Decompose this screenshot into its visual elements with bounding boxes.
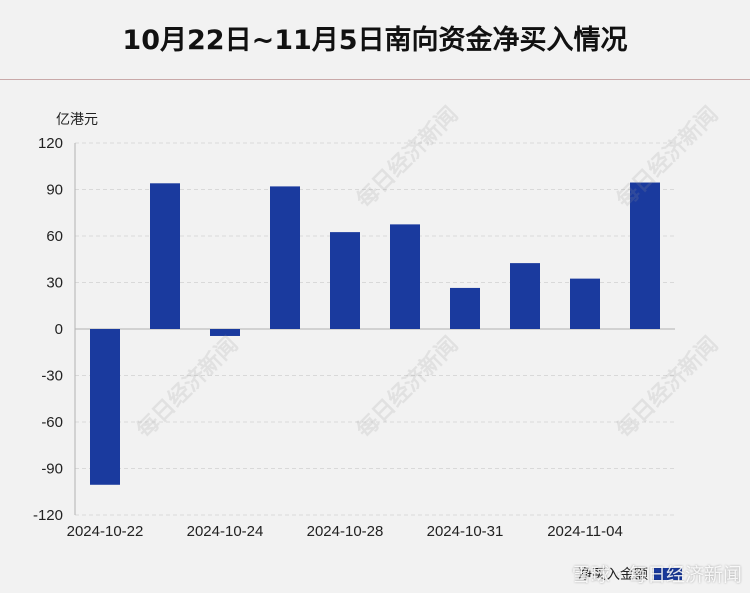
y-tick-label: -120 xyxy=(33,507,63,524)
y-tick-label: -60 xyxy=(41,414,63,431)
legend: 净买入金额 xyxy=(578,564,682,584)
bar xyxy=(390,224,420,329)
y-axis-label: 亿港元 xyxy=(56,112,98,128)
bar xyxy=(510,263,540,329)
y-tick-label: 120 xyxy=(38,135,63,152)
y-tick-label: 30 xyxy=(46,275,63,292)
x-tick-label: 2024-10-28 xyxy=(307,523,384,540)
y-tick-label: -30 xyxy=(41,368,63,385)
bar xyxy=(570,278,600,329)
y-tick-label: 90 xyxy=(46,182,63,199)
title-divider xyxy=(0,79,750,80)
legend-label: 净买入金额 xyxy=(578,567,648,583)
y-tick-label: 60 xyxy=(46,228,63,245)
bar xyxy=(330,232,360,329)
x-tick-label: 2024-11-04 xyxy=(547,523,623,540)
x-tick-label: 2024-10-24 xyxy=(187,523,264,540)
legend-swatch xyxy=(654,568,682,580)
bar xyxy=(630,182,660,329)
bar xyxy=(450,287,480,329)
bar xyxy=(210,329,240,336)
y-tick-label: 0 xyxy=(55,321,63,338)
bars xyxy=(90,182,660,485)
bar xyxy=(150,183,180,329)
bar xyxy=(90,329,120,485)
y-tick-label: -90 xyxy=(41,461,63,478)
bar xyxy=(270,186,300,329)
chart-title: 10月22日~11月5日南向资金净买入情况 xyxy=(122,25,628,56)
footer-watermark: 雪球 · 每日经济新闻 xyxy=(571,564,742,586)
x-tick-label: 2024-10-31 xyxy=(427,523,504,540)
x-tick-label: 2024-10-22 xyxy=(67,523,144,540)
